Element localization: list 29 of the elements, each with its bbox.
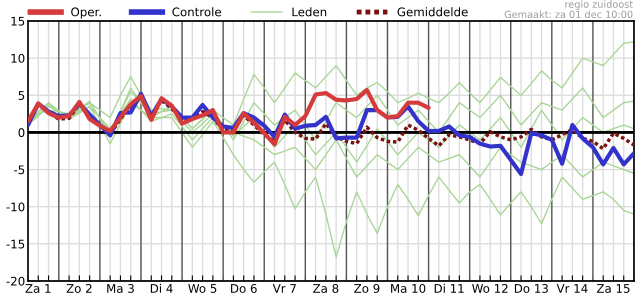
y-tick-label: 15 <box>11 16 24 26</box>
y-tick-label: -5 <box>14 165 24 174</box>
x-tick-label: Di 4 <box>150 284 173 293</box>
legend-label: Leden <box>292 7 326 16</box>
y-tick-label: -15 <box>6 240 24 249</box>
x-tick-label: Za 8 <box>313 284 338 293</box>
legend-label: Controle <box>172 7 222 16</box>
x-tick-label: Vr 14 <box>556 284 588 293</box>
x-tick-label: Vr 7 <box>272 284 296 293</box>
x-tick-label: Ma 10 <box>391 284 426 293</box>
legend-label: Gemiddelde <box>398 7 468 16</box>
x-tick-label: Za 1 <box>26 284 50 293</box>
y-tick-label: -20 <box>6 276 24 286</box>
text: regio zuidoost <box>565 0 633 10</box>
x-tick-label: Za 15 <box>596 284 630 293</box>
y-tick-label: 5 <box>18 91 24 100</box>
x-tick-label: Wo 12 <box>472 284 508 293</box>
y-tick-label: 10 <box>11 54 24 63</box>
x-tick-label: Wo 5 <box>188 284 216 293</box>
text: Gemaakt: za 01 dec 10:00 <box>504 10 632 18</box>
x-tick-label: Do 6 <box>231 284 257 293</box>
y-tick-label: 0 <box>18 128 24 138</box>
x-tick-label: Ma 3 <box>107 284 134 293</box>
x-tick-label: Zo 9 <box>354 284 380 293</box>
x-tick-label: Zo 2 <box>66 284 92 293</box>
y-tick-label: -10 <box>6 202 24 212</box>
legend-label: Oper. <box>71 7 101 19</box>
x-tick-label: Do 13 <box>514 284 548 293</box>
x-tick-label: Di 11 <box>434 284 464 293</box>
